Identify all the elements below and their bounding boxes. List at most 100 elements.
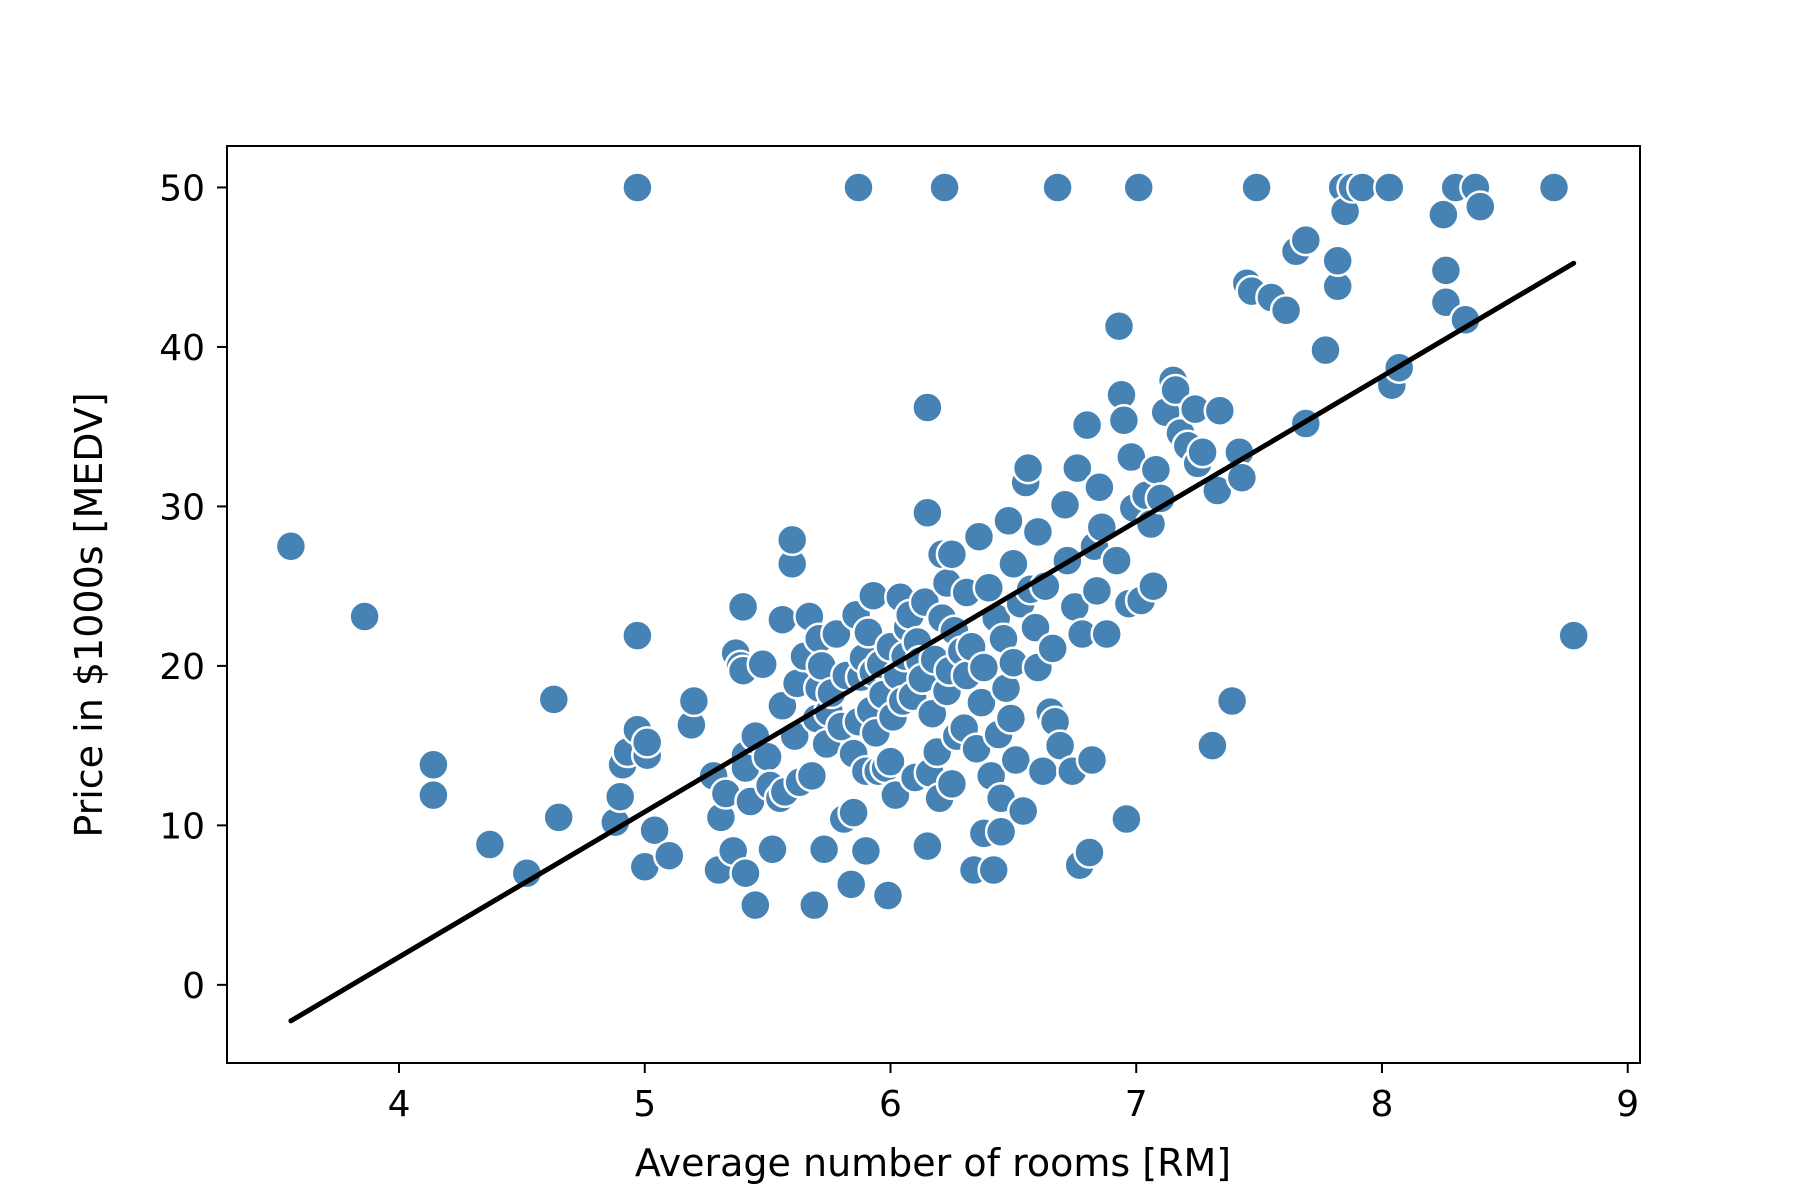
data-point-79	[857, 579, 890, 612]
data-point-229	[1537, 171, 1571, 204]
data-point-219	[1373, 171, 1406, 204]
y-tick-label-30: 30	[159, 487, 205, 528]
data-point-104	[911, 496, 944, 530]
data-point-71	[842, 171, 875, 204]
x-axis-ticks: 4 5 6 7 8 9	[388, 1063, 1639, 1125]
data-point-140	[992, 504, 1025, 538]
x-tick-label-6: 6	[879, 1084, 902, 1125]
data-point-66	[834, 868, 868, 901]
data-point-2	[417, 748, 450, 782]
y-axis-ticks: 0 10 20 30 40 50	[159, 168, 227, 1007]
data-point-153	[1026, 754, 1060, 788]
data-point-197	[1186, 435, 1219, 469]
data-point-85	[871, 879, 905, 912]
data-point-127	[962, 520, 996, 553]
data-point-112	[928, 171, 961, 204]
data-point-172	[1083, 471, 1116, 504]
data-point-1	[348, 600, 381, 633]
data-point-52	[795, 759, 829, 793]
data-point-3	[417, 778, 450, 812]
data-point-62	[820, 617, 853, 651]
data-point-0	[274, 530, 308, 563]
data-point-87	[874, 745, 907, 778]
data-point-116	[935, 538, 969, 571]
data-point-117	[935, 767, 969, 801]
data-point-30	[726, 590, 760, 624]
x-tick-label-8: 8	[1371, 1084, 1394, 1125]
data-point-137	[984, 815, 1018, 849]
x-axis-label: Average number of rooms [RM]	[635, 1141, 1231, 1185]
data-point-210	[1289, 223, 1323, 257]
data-point-102	[911, 829, 944, 863]
data-point-9	[603, 780, 637, 813]
data-point-21	[677, 684, 711, 718]
y-axis-label: Price in $1000s [MEDV]	[67, 392, 111, 837]
data-point-188	[1139, 453, 1173, 486]
data-point-168	[1073, 836, 1106, 869]
data-point-18	[638, 813, 671, 847]
data-point-175	[1100, 544, 1133, 577]
data-point-148	[1011, 451, 1045, 485]
data-point-31	[729, 856, 762, 890]
data-point-150	[1019, 611, 1052, 644]
data-point-75	[849, 834, 883, 868]
data-point-151	[1021, 515, 1055, 549]
data-point-183	[1122, 171, 1155, 204]
data-point-228	[1464, 190, 1497, 223]
y-tick-label-10: 10	[159, 806, 205, 847]
data-point-58	[807, 833, 841, 866]
data-point-198	[1196, 729, 1229, 762]
data-point-218	[1346, 171, 1379, 204]
data-point-7	[542, 801, 575, 834]
data-point-192	[1159, 373, 1192, 407]
data-point-174	[1090, 617, 1123, 651]
data-point-203	[1225, 461, 1259, 494]
data-point-19	[653, 839, 686, 872]
data-point-214	[1321, 244, 1354, 278]
y-tick-label-50: 50	[159, 168, 205, 209]
data-point-68	[837, 796, 870, 829]
data-point-201	[1215, 684, 1249, 718]
data-point-164	[1061, 451, 1094, 485]
data-point-128	[965, 686, 998, 719]
data-point-6	[537, 683, 571, 716]
data-point-178	[1107, 404, 1141, 437]
x-tick-label-4: 4	[388, 1084, 411, 1125]
data-point-146	[1006, 794, 1040, 828]
y-tick-label-40: 40	[159, 328, 205, 369]
data-point-53	[798, 888, 831, 922]
data-point-208	[1269, 294, 1303, 327]
data-point-223	[1429, 254, 1463, 287]
data-point-4	[473, 828, 507, 861]
plot-area-frame	[226, 145, 1641, 1064]
data-point-141	[994, 702, 1028, 735]
data-point-40	[756, 833, 789, 866]
data-point-187	[1137, 569, 1170, 603]
data-point-46	[775, 523, 809, 557]
data-point-133	[977, 853, 1010, 887]
data-point-206	[1240, 171, 1273, 204]
x-tick-label-5: 5	[633, 1084, 656, 1125]
data-point-43	[766, 603, 799, 636]
data-point-169	[1075, 743, 1109, 777]
x-tick-label-7: 7	[1125, 1084, 1148, 1125]
regression-line-layer	[288, 260, 1577, 1024]
data-point-35	[739, 888, 772, 922]
y-tick-label-0: 0	[182, 966, 205, 1007]
data-point-167	[1070, 408, 1104, 442]
x-tick-label-9: 9	[1616, 1084, 1639, 1125]
regression-line	[288, 260, 1577, 1024]
data-point-42	[766, 689, 799, 723]
data-point-176	[1102, 309, 1136, 343]
data-point-200	[1203, 394, 1237, 427]
scatter-points	[274, 171, 1590, 922]
data-point-212	[1309, 333, 1342, 367]
data-point-103	[911, 391, 944, 424]
data-point-37	[746, 648, 779, 681]
y-tick-label-20: 20	[159, 647, 205, 688]
data-point-171	[1080, 574, 1114, 608]
data-point-156	[1036, 632, 1069, 665]
data-point-106	[916, 697, 949, 730]
data-point-179	[1110, 802, 1143, 836]
